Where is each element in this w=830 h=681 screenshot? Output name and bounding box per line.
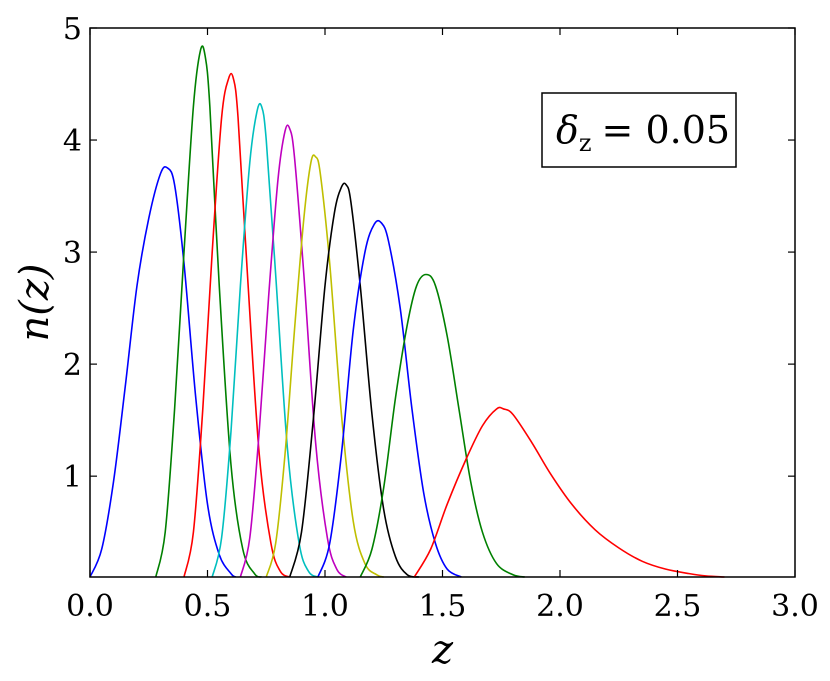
series-layer [89,45,725,578]
annotation-text: δz = 0.05 [556,108,730,157]
y-tick-label: 1 [63,460,82,495]
series-line-2 [155,45,262,578]
series-line-8 [317,219,462,578]
series-line-5 [239,124,347,578]
series-line-4 [211,102,319,578]
annotation-frame [541,92,737,168]
annotation-symbol: δ [556,108,579,152]
x-tick-label: 2.5 [654,589,702,624]
x-axis-label: z [431,627,454,673]
x-tick-label: 1.0 [301,589,349,624]
series-line-6 [265,154,384,578]
axis-tick-labels: 0.0 0.5 1.0 1.5 2.0 2.5 3.0 1 2 3 4 5 [63,12,819,624]
axis-ticks [89,27,796,577]
x-tick-label: 1.5 [419,589,467,624]
y-tick-label: 3 [63,236,82,271]
annotation-box: δz = 0.05 [541,92,737,168]
annotation-value: = 0.05 [602,108,731,152]
x-tick-label: 0.5 [184,589,232,624]
annotation-subscript: z [579,129,592,157]
series-line-3 [183,72,291,578]
x-tick-label: 2.0 [536,589,584,624]
x-tick-label: 0.0 [66,589,114,624]
y-tick-label: 5 [63,12,82,47]
series-line-10 [413,406,725,578]
y-tick-label: 2 [63,348,82,383]
y-tick-label: 4 [63,124,82,159]
x-tick-label: 3.0 [771,589,819,624]
series-line-9 [359,273,525,578]
series-line-7 [288,182,420,578]
y-axis-label: n(z) [12,263,58,341]
series-line-1 [89,166,237,578]
